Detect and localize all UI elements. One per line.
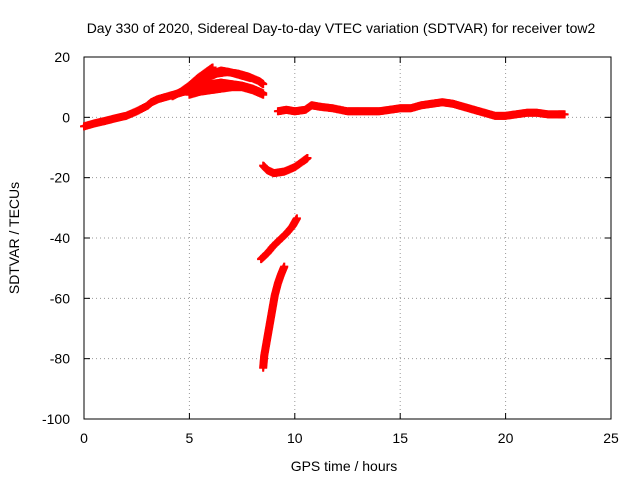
y-tick-label: 0: [62, 109, 70, 125]
y-tick-label: -40: [50, 230, 70, 246]
x-tick-label: 0: [80, 430, 88, 446]
y-tick-label: -100: [42, 411, 70, 427]
y-axis-label: SDTVAR / TECUs: [6, 182, 22, 294]
axis-ticks: [83, 56, 612, 420]
y-tick-label: -80: [50, 351, 70, 367]
chart-title: Day 330 of 2020, Sidereal Day-to-day VTE…: [87, 20, 596, 36]
series-offset-arc-3: [259, 262, 289, 372]
data-point: [259, 80, 268, 89]
y-tick-label: -20: [50, 170, 70, 186]
data-point: [280, 262, 289, 271]
x-tick-labels: 0 5 10 15 20 25: [80, 430, 619, 446]
data-point: [303, 154, 312, 163]
data-point: [246, 74, 255, 83]
x-axis-label: GPS time / hours: [291, 458, 398, 474]
y-tick-labels: 20 0 -20 -40 -60 -80 -100: [42, 49, 70, 427]
series-post-gap-track: [273, 98, 569, 120]
data-point: [292, 214, 301, 223]
data-point: [560, 110, 569, 119]
x-tick-label: 5: [186, 430, 194, 446]
x-tick-label: 20: [498, 430, 514, 446]
series-offset-arc-2: [257, 214, 301, 264]
y-tick-label: -60: [50, 290, 70, 306]
series-upper-arcs-4: [200, 66, 255, 83]
data-points: [80, 63, 569, 372]
y-tick-label: 20: [54, 49, 70, 65]
series-offset-arc-1: [259, 154, 312, 178]
data-point: [259, 90, 268, 99]
series-upper-arcs-3: [185, 83, 268, 99]
x-tick-label: 25: [603, 430, 619, 446]
x-tick-label: 10: [287, 430, 303, 446]
x-tick-label: 15: [392, 430, 408, 446]
